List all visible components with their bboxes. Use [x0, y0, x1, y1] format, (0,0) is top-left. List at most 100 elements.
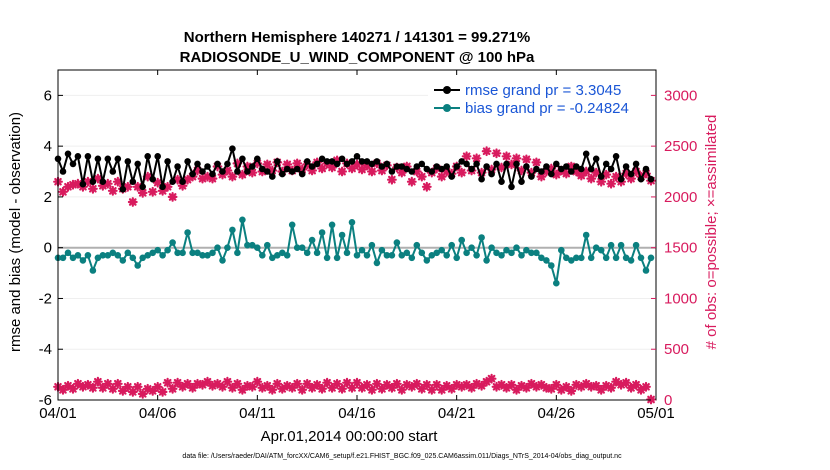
obs-possible-stroke	[577, 383, 586, 391]
obs-possible-stroke	[308, 384, 316, 392]
bias-point	[214, 244, 221, 251]
bias-point	[423, 257, 431, 264]
obs-possible-stroke	[452, 380, 461, 389]
legend-bias-label: bias grand pr = -0.24824	[465, 100, 629, 117]
rmse-point	[159, 183, 166, 191]
rmse-point	[274, 158, 281, 165]
bias-point	[313, 249, 321, 257]
obs-possible-stroke	[403, 380, 411, 389]
obs-possible-point	[157, 387, 168, 397]
bias-point	[209, 249, 216, 257]
bias-point	[503, 246, 510, 254]
obs-possible-stroke	[183, 379, 192, 388]
obs-possible-stroke	[263, 381, 272, 390]
rmse-point	[264, 168, 271, 175]
obs-assimilated-stroke	[193, 166, 202, 175]
obs-assimilated-stroke	[388, 175, 396, 184]
rmse-point	[269, 173, 276, 180]
obs-possible-stroke	[223, 377, 232, 386]
obs-possible-stroke	[338, 385, 346, 393]
obs-possible-point	[102, 378, 113, 389]
rmse-point	[358, 158, 366, 165]
obs-possible-stroke	[333, 379, 341, 388]
bias-point	[637, 254, 645, 262]
bias-point	[378, 246, 386, 254]
obs-assimilated-stroke	[512, 154, 521, 163]
obs-possible-stroke	[163, 378, 172, 387]
rmse-point	[209, 170, 216, 178]
obs-possible-stroke	[123, 383, 132, 391]
rmse-point	[503, 160, 510, 168]
obs-assimilated-stroke	[228, 172, 237, 181]
rmse-point	[508, 183, 515, 191]
rmse-point	[293, 165, 301, 173]
legend-bias-marker	[443, 104, 451, 112]
obs-assimilated-stroke	[148, 188, 157, 196]
rmse-point	[528, 173, 535, 180]
obs-assimilated-point	[247, 167, 258, 178]
bias-point	[627, 257, 635, 264]
rmse-point	[224, 160, 231, 168]
obs-possible-point	[252, 376, 263, 387]
rmse-point	[423, 165, 431, 173]
obs-possible-point	[197, 379, 208, 390]
rmse-point	[204, 163, 211, 170]
obs-possible-point	[641, 381, 651, 392]
obs-assimilated-stroke	[417, 172, 426, 181]
bias-point	[288, 221, 296, 229]
rmse-point	[558, 165, 565, 173]
obs-assimilated-point	[92, 173, 103, 184]
obs-possible-point	[247, 381, 258, 392]
bias-point	[443, 252, 451, 259]
obs-assimilated-stroke	[612, 172, 621, 181]
obs-possible-stroke	[343, 378, 351, 387]
obs-possible-stroke	[113, 379, 122, 388]
obs-assimilated-point	[611, 171, 622, 182]
obs-assimilated-stroke	[492, 149, 501, 158]
obs-possible-stroke	[268, 386, 277, 394]
rmse-point	[249, 163, 256, 170]
obs-assimilated-stroke	[103, 179, 112, 188]
obs-possible-point	[416, 383, 427, 394]
bias-point	[84, 252, 92, 259]
obs-possible-point	[526, 378, 537, 389]
rmse-point	[348, 158, 356, 165]
bias-point	[124, 249, 132, 257]
bias-point	[333, 254, 341, 262]
obs-possible-stroke	[323, 378, 331, 387]
footer-data-file: data file: /Users/raeder/DAI/ATM_forcXX/…	[182, 453, 622, 460]
obs-assimilated-point	[87, 183, 98, 194]
obs-possible-point	[362, 379, 372, 390]
bias-point	[498, 252, 505, 259]
rmse-point	[129, 178, 137, 185]
obs-possible-point	[591, 380, 602, 391]
obs-assimilated-stroke	[113, 177, 122, 186]
obs-possible-stroke	[353, 378, 361, 387]
obs-assimilated-stroke	[153, 178, 162, 187]
obs-possible-point	[471, 378, 482, 389]
rmse-point	[612, 153, 620, 160]
obs-assimilated-point	[262, 159, 273, 170]
obs-possible-stroke	[273, 379, 282, 388]
rmse-point	[298, 170, 306, 178]
obs-possible-stroke	[408, 383, 416, 391]
x-tick-label: 04/16	[338, 405, 376, 422]
obs-possible-stroke	[393, 379, 401, 388]
bias-point	[568, 257, 575, 264]
rmse-point	[64, 150, 72, 158]
obs-assimilated-stroke	[462, 152, 471, 161]
obs-assimilated-point	[586, 173, 597, 184]
bias-point	[553, 279, 560, 287]
obs-possible-point	[107, 383, 118, 394]
bias-point	[114, 252, 122, 259]
axes-layer: 6 4 2 0 -2 -4 -6 3000 2500 2000 1500 1000 500 0 04/01 0…	[39, 69, 697, 422]
bias-point	[99, 252, 107, 259]
obs-possible-point	[152, 381, 163, 392]
rmse-point	[553, 160, 560, 168]
obs-assimilated-stroke	[398, 168, 406, 177]
obs-assimilated-point	[521, 154, 532, 165]
obs-assimilated-point	[327, 162, 337, 173]
bias-point	[617, 241, 625, 249]
obs-possible-point	[312, 379, 322, 390]
